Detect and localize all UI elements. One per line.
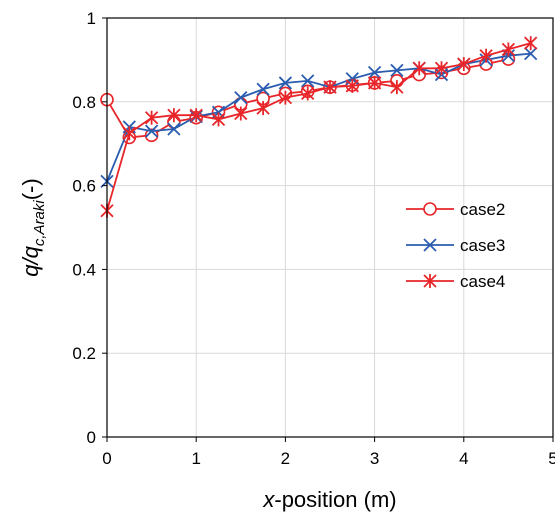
data-point-case4: [345, 78, 359, 93]
y-axis-title-sub: c,Araki: [31, 200, 48, 247]
x-tick-label: 2: [281, 449, 290, 468]
x-tick-label: 5: [548, 449, 555, 468]
legend: case2 case3 case4: [406, 200, 505, 291]
data-point-case3: [167, 122, 181, 136]
x-axis-title: x-position (m): [262, 487, 396, 512]
plot-frame: [106, 17, 554, 438]
data-point-case4: [278, 90, 293, 105]
data-point-case4: [412, 61, 426, 76]
legend-marker-case4: [423, 274, 437, 288]
y-tick-label: 0.2: [72, 344, 96, 363]
data-point-case3: [234, 90, 248, 105]
y-axis-title-main: q/q: [18, 245, 43, 276]
x-tick-label: 0: [102, 449, 111, 468]
legend-item-case2: case2: [406, 200, 505, 219]
y-tick-label: 0: [87, 428, 96, 447]
y-tick-label: 0.8: [72, 93, 96, 112]
data-point-case3: [390, 63, 404, 78]
legend-label: case2: [460, 200, 505, 219]
legend-marker-case3: [423, 238, 437, 252]
tick-labels: 0 1 2 3 4 5 0 0.2 0.4 0.6 0.8 1: [72, 9, 555, 468]
series-line-case3: [106, 52, 531, 182]
data-point-case4: [144, 110, 159, 125]
data-point-case4: [301, 86, 315, 101]
data-point-case4: [479, 48, 493, 63]
x-tick-label: 3: [370, 449, 379, 468]
data-point-case4: [189, 108, 203, 123]
series-case4: [100, 36, 538, 218]
series-case3: [100, 46, 538, 189]
data-point-case3: [144, 124, 159, 138]
legend-item-case4: case4: [406, 272, 505, 291]
data-point-case4: [390, 80, 404, 95]
y-axis-title: q/qc,Araki(-): [18, 178, 48, 276]
data-point-case4: [122, 126, 136, 141]
data-point-case3: [256, 82, 270, 96]
legend-label: case3: [460, 236, 505, 255]
data-point-case3: [367, 65, 382, 80]
x-tick-label: 4: [459, 449, 468, 468]
data-point-case3: [524, 46, 538, 61]
data-point-case4: [234, 106, 248, 121]
legend-item-case3: case3: [406, 236, 505, 255]
data-point-case4: [256, 101, 270, 116]
y-tick-label: 0.6: [72, 177, 96, 196]
data-point-case4: [501, 42, 516, 57]
legend-label: case4: [460, 272, 505, 291]
x-axis-title-rest: -position (m): [274, 487, 396, 512]
y-axis-title-unit: (-): [18, 178, 43, 200]
data-point-case2: [144, 128, 159, 143]
y-tick-label: 0.4: [72, 260, 96, 279]
series-layer: [100, 36, 538, 218]
data-point-case3: [301, 74, 315, 88]
data-point-case4: [167, 108, 181, 123]
data-point-case4: [434, 61, 449, 76]
x-axis-title-italic: x: [262, 487, 275, 512]
data-point-case4: [367, 75, 382, 90]
y-tick-label: 1: [87, 9, 96, 28]
x-tick-label: 1: [191, 449, 200, 468]
data-point-case4: [524, 36, 538, 51]
series-line-case4: [106, 42, 531, 211]
data-point-case4: [457, 57, 471, 72]
data-point-case4: [211, 112, 226, 127]
data-point-case3: [278, 76, 293, 90]
legend-marker-case2: [423, 202, 437, 216]
data-point-case4: [323, 80, 337, 95]
